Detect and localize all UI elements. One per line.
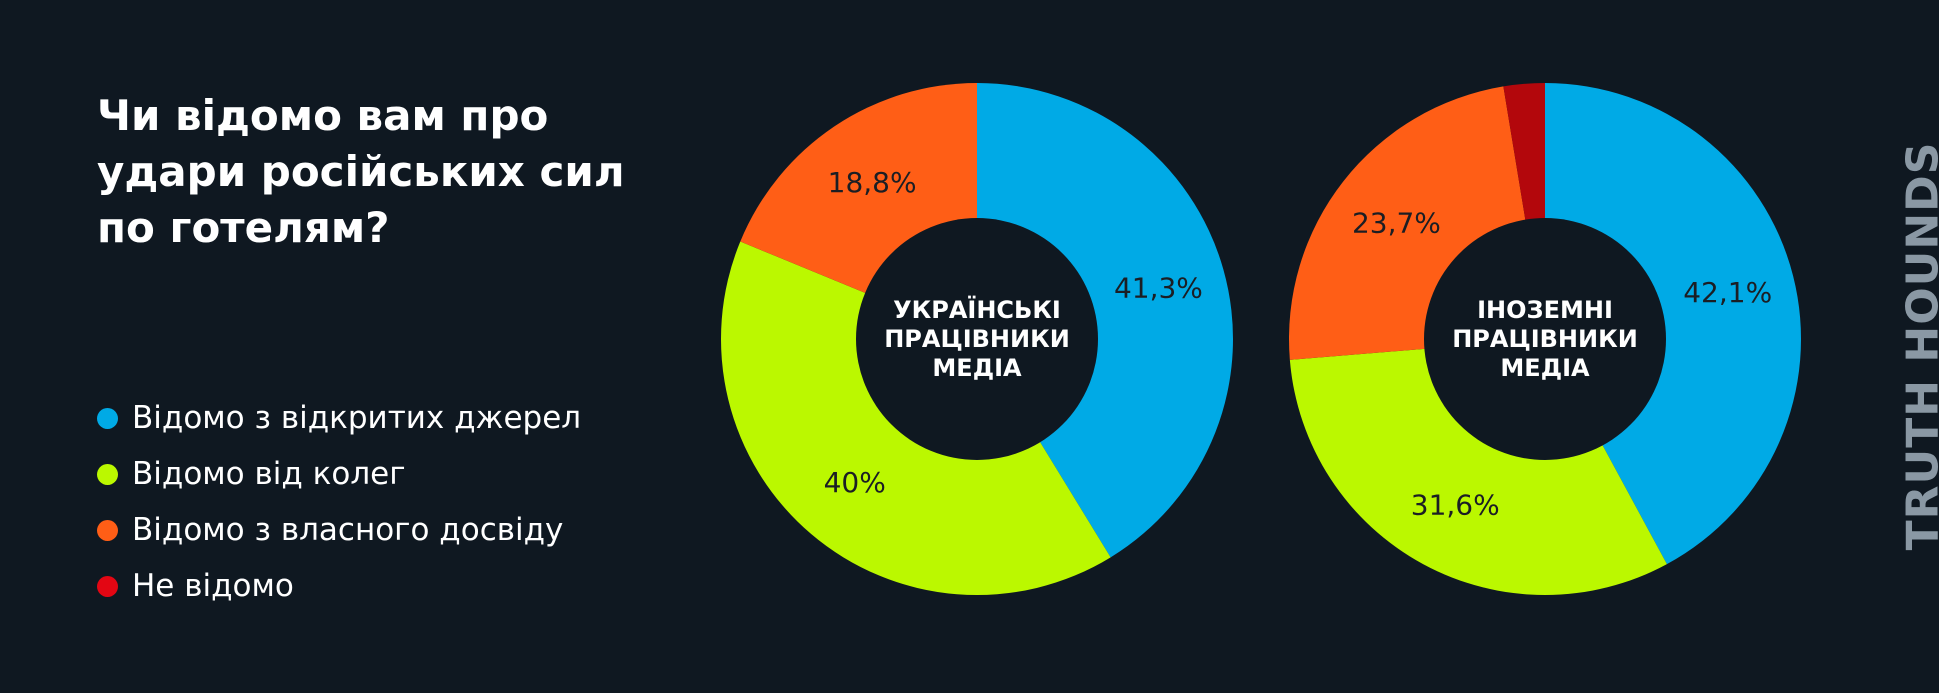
center-label: МЕДІА [1500, 354, 1590, 382]
legend-label: Відомо з відкритих джерел [132, 400, 582, 436]
title-line: удари російських сил [97, 147, 625, 196]
title-line: Чи відомо вам про [97, 91, 549, 140]
center-label: ІНОЗЕМНІ [1477, 296, 1613, 324]
chart-title: Чи відомо вам про удари російських сил п… [97, 88, 657, 256]
slice-label: 40% [824, 466, 886, 499]
title-line: по готелям? [97, 203, 390, 252]
legend-swatch [97, 407, 118, 429]
brand-logo: TRUTH HOUNDS [1897, 141, 1939, 551]
slice-label: 23,7% [1352, 206, 1441, 239]
pie-slice [1545, 83, 1801, 565]
slice-label: 31,6% [1411, 488, 1500, 521]
center-label: УКРАЇНСЬКІ [893, 295, 1061, 324]
center-label: ПРАЦІВНИКИ [1452, 325, 1638, 353]
slice-label: 18,8% [828, 166, 917, 199]
legend-swatch [97, 575, 118, 597]
slice-label: 42,1% [1683, 276, 1772, 309]
center-label: ПРАЦІВНИКИ [884, 325, 1070, 353]
donut-hole [856, 218, 1098, 460]
legend-swatch [97, 519, 118, 541]
legend-item: Відомо з відкритих джерел [97, 390, 581, 446]
legend-item: Не відомо [97, 558, 581, 614]
legend-swatch [97, 463, 118, 485]
legend-label: Відомо з власного досвіду [132, 512, 564, 548]
legend-item: Відомо з власного досвіду [97, 502, 581, 558]
donut-hole [1424, 218, 1666, 460]
legend: Відомо з відкритих джерел Відомо від кол… [97, 390, 581, 614]
legend-label: Не відомо [132, 568, 294, 604]
slice-label: 41,3% [1114, 271, 1203, 304]
legend-item: Відомо від колег [97, 446, 581, 502]
center-label: МЕДІА [932, 354, 1022, 382]
legend-label: Відомо від колег [132, 456, 406, 492]
